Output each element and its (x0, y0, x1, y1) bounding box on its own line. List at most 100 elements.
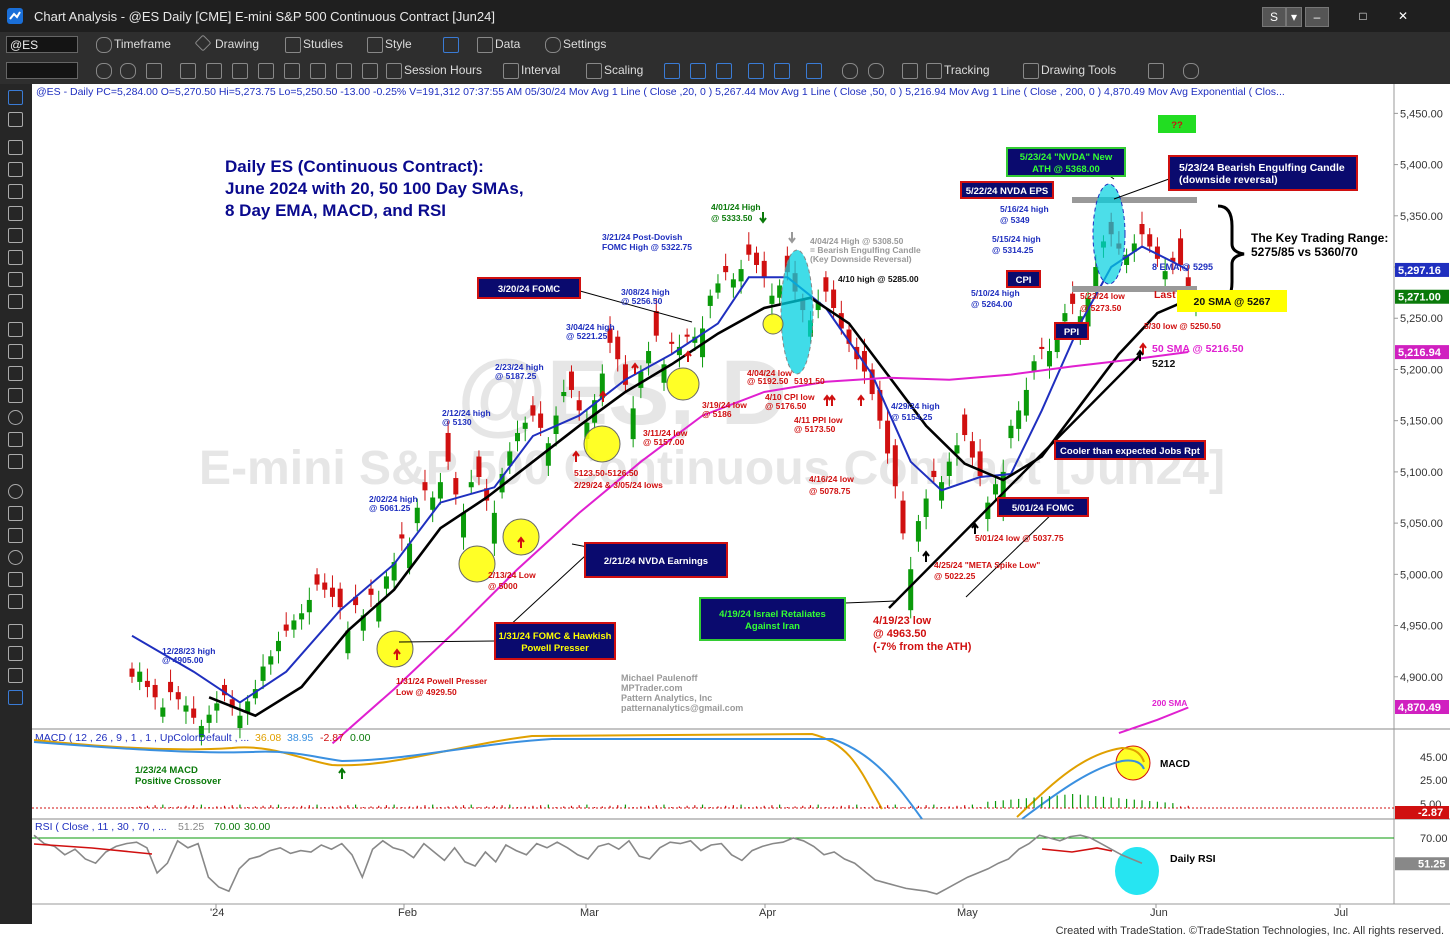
ruler-icon[interactable] (8, 668, 23, 683)
scaling-menu[interactable]: Scaling (604, 63, 644, 77)
macd-label: MACD (1160, 759, 1190, 770)
tool-list-icon[interactable] (310, 63, 326, 79)
cycle-icon[interactable] (8, 432, 23, 447)
tool-search-icon[interactable] (180, 63, 196, 79)
trendline-icon[interactable] (8, 162, 23, 177)
interval-menu[interactable]: Interval (521, 63, 561, 77)
tool-square-icon[interactable] (146, 63, 162, 79)
candle-body (869, 369, 875, 395)
tool-bars-icon[interactable] (232, 63, 248, 79)
candle-body (584, 422, 590, 440)
text-icon[interactable] (8, 594, 23, 609)
chat-icon[interactable] (1183, 63, 1199, 79)
arrow-up-icon[interactable] (8, 528, 23, 543)
session-hours-menu[interactable]: Session Hours (404, 63, 483, 77)
tool-window-icon[interactable] (362, 63, 378, 79)
minimize-button[interactable]: – (1305, 7, 1329, 27)
close-button[interactable]: ✕ (1397, 9, 1409, 23)
crosshair-icon[interactable] (8, 112, 23, 127)
style-menu[interactable]: Style (385, 37, 412, 51)
chart-title-line-3: 8 Day EMA, MACD, and RSI (225, 201, 446, 220)
channel-icon[interactable] (8, 206, 23, 221)
fan-icon[interactable] (8, 184, 23, 199)
candle-body (599, 373, 605, 399)
arrow-line-icon[interactable] (8, 294, 23, 309)
fib-icon[interactable] (8, 322, 23, 337)
grid-view-icon[interactable] (902, 63, 918, 79)
price-chart[interactable]: @ES, D E-mini S&P 500 Continuous Contrac… (32, 84, 1450, 924)
bar-style-icon-5[interactable] (774, 63, 790, 79)
annotation-box-text: 1/31/24 FOMC & Hawkish (499, 631, 612, 642)
drawing-tools-menu[interactable]: Drawing Tools (1041, 63, 1117, 77)
zoom-in-icon[interactable] (842, 63, 858, 79)
connector-line (965, 507, 1059, 598)
candle-body (923, 498, 929, 517)
arrow-down-icon[interactable] (8, 506, 23, 521)
candle-body (669, 341, 675, 344)
levels-icon[interactable] (8, 388, 23, 403)
tool-circle-icon-1[interactable] (96, 63, 112, 79)
chart-area[interactable]: @ES, D E-mini S&P 500 Continuous Contrac… (32, 84, 1450, 924)
drawing-menu[interactable]: Drawing (215, 37, 260, 51)
bar-style-icon-2[interactable] (690, 63, 706, 79)
symbol-input[interactable]: @ES (6, 36, 78, 53)
gann-icon[interactable] (8, 344, 23, 359)
candle-body (368, 588, 374, 595)
zoom-out-icon[interactable] (868, 63, 884, 79)
dropdown-button[interactable]: ▾ (1286, 7, 1302, 27)
connector-line (579, 290, 693, 323)
settings-menu[interactable]: Settings (563, 37, 607, 51)
layout-icon[interactable] (443, 37, 459, 53)
annotation-box-text: 5/01/24 FOMC (1012, 503, 1074, 514)
pointer-icon[interactable] (8, 90, 23, 105)
rectangle-icon[interactable] (8, 572, 23, 587)
tracking-menu[interactable]: Tracking (944, 63, 990, 77)
tool-box-icon[interactable] (1148, 63, 1164, 79)
parallel-icon[interactable] (8, 228, 23, 243)
maximize-button[interactable]: □ (1359, 9, 1367, 23)
arrow-up-mark (517, 536, 525, 548)
tool-chart-icon[interactable] (336, 63, 352, 79)
extended-line-icon[interactable] (8, 272, 23, 287)
bar-style-icon-3[interactable] (716, 63, 732, 79)
annotation-box-text: 5/23/24 "NVDA" New (1020, 152, 1113, 163)
macd-signal-line (33, 738, 923, 820)
annotation-label: 1/31/24 Powell Presser (396, 676, 488, 686)
candle-body (291, 620, 297, 630)
ellipse-icon[interactable] (8, 550, 23, 565)
bar-style-icon-6[interactable] (806, 63, 822, 79)
speed-lines-icon[interactable] (8, 454, 23, 469)
annotation-label: @ 5157.00 (643, 437, 685, 447)
tool-flag-icon[interactable] (284, 63, 300, 79)
candle-body (337, 588, 343, 608)
bar-style-icon-1[interactable] (664, 63, 680, 79)
candle-body (191, 708, 197, 718)
secondary-toolbar: Session Hours Interval Scaling Tracking … (0, 58, 1450, 85)
annotation-box-text: 4/19/24 Israel Retaliates (719, 609, 826, 620)
studies-menu[interactable]: Studies (303, 37, 344, 51)
timeframe-menu[interactable]: Timeframe (114, 37, 171, 51)
price-tag (1395, 289, 1449, 304)
drawing-sidebar (0, 84, 32, 924)
interval-input[interactable] (6, 62, 78, 79)
tool-grid-icon[interactable] (206, 63, 222, 79)
arc-icon[interactable] (8, 484, 23, 499)
pen-icon[interactable] (8, 140, 23, 155)
bar-style-icon-4[interactable] (748, 63, 764, 79)
candle-body (738, 269, 744, 282)
ray-icon[interactable] (8, 250, 23, 265)
data-menu[interactable]: Data (495, 37, 521, 51)
strategy-button[interactable]: S (1262, 7, 1286, 27)
annotation-label: 4/10 CPI low (765, 392, 815, 402)
grid-icon[interactable] (8, 366, 23, 381)
edit-icon[interactable] (8, 690, 23, 705)
tool-circle-icon-2[interactable] (120, 63, 136, 79)
annotation-label: 8 EMA @ 5295 (1152, 262, 1213, 272)
delete-drawing-icon[interactable] (8, 646, 23, 661)
tool-link-icon[interactable] (258, 63, 274, 79)
arrow-down-mark (759, 212, 767, 224)
eraser-icon[interactable] (8, 624, 23, 639)
spiral-icon[interactable] (8, 410, 23, 425)
annotation-box (1006, 147, 1126, 177)
candle-body (144, 680, 150, 688)
